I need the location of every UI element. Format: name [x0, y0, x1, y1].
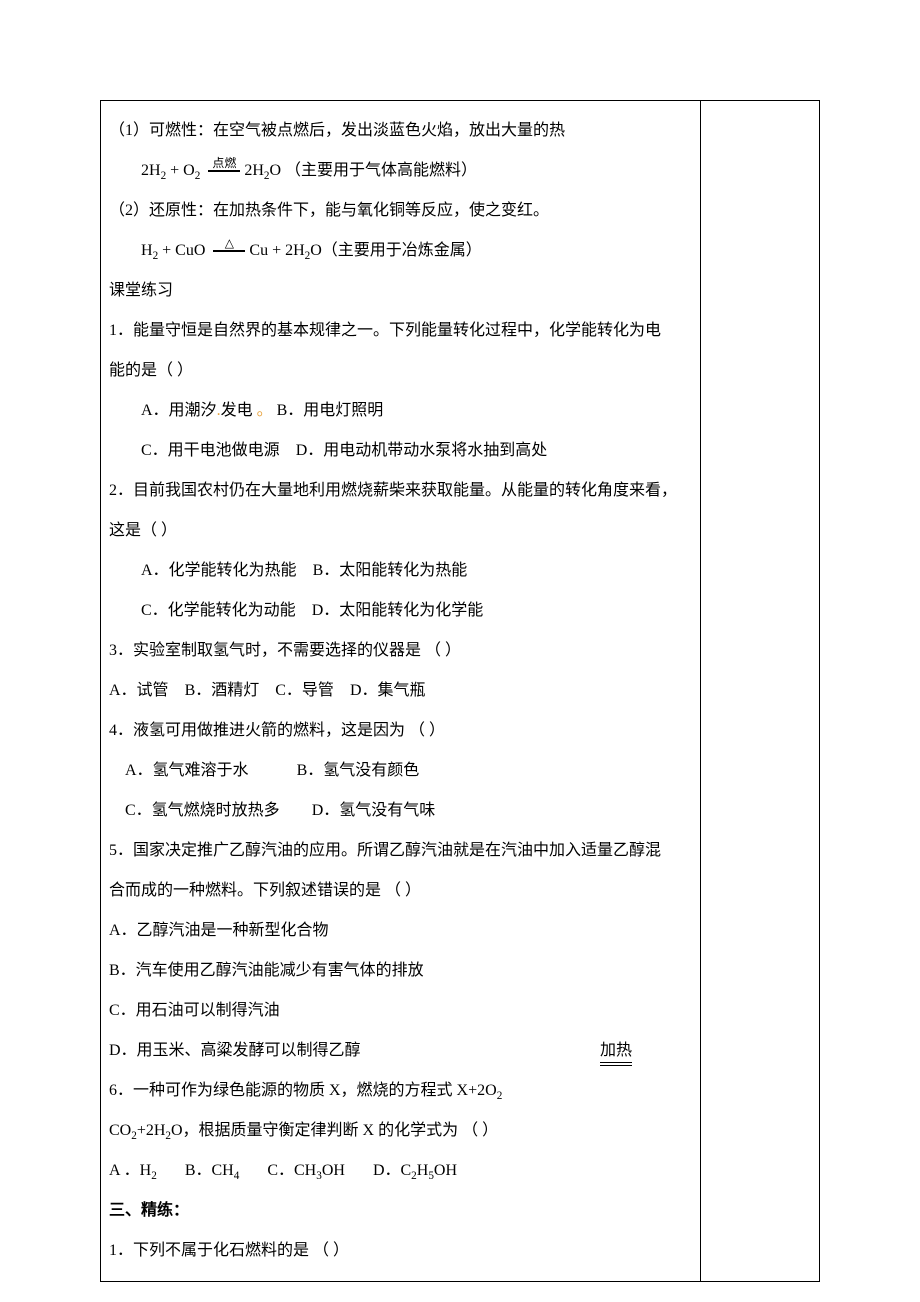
side-cell [700, 101, 819, 1282]
q6-line1: 6．一种可作为绿色能源的物质 X，燃烧的方程式 X+2O2 [109, 1071, 692, 1111]
q6-l2a: CO [109, 1122, 131, 1139]
heat-label-underline: 加热 [600, 1041, 632, 1066]
q1-line1: 1．能量守恒是自然界的基本规律之一。下列能量转化过程中，化学能转化为电 [109, 311, 692, 351]
document-table: （1）可燃性：在空气被点燃后，发出淡蓝色火焰，放出大量的热 2H2 + O2 点… [100, 100, 820, 1282]
q3-row: A．试管 B．酒精灯 C．导管 D．集气瓶 [109, 671, 692, 711]
heat-label-box: 加热 [600, 1031, 632, 1071]
eq2-arrow-line [213, 251, 245, 265]
q5-optC: C．用石油可以制得汽油 [109, 991, 692, 1031]
q1-row1: A．用潮汐.发电 。 B．用电灯照明 [109, 391, 692, 431]
eq1-plus: + O [166, 162, 195, 179]
eq1-right2: O （主要用于气体高能燃料） [269, 162, 477, 179]
q2-line1: 2．目前我国农村仍在大量地利用燃烧薪柴来获取能量。从能量的转化角度来看， [109, 471, 692, 511]
q1-optD: D．用电动机带动水泵将水抽到高处 [296, 442, 548, 459]
q5-line2: 合而成的一种燃料。下列叙述错误的是 （ ） [109, 871, 692, 911]
q4-optD: D．氢气没有气味 [312, 802, 436, 819]
section-3-heading: 三、精练： [109, 1191, 692, 1231]
q2-optD: D．太阳能转化为化学能 [312, 602, 484, 619]
q6-optB: B．CH4 [185, 1162, 240, 1179]
equation-2: H2 + CuO △ Cu + 2H2O（主要用于冶炼金属） [109, 231, 692, 271]
q5-line1: 5．国家决定推广乙醇汽油的应用。所谓乙醇汽油就是在汽油中加入适量乙醇混 [109, 831, 692, 871]
property-2-line: （2）还原性：在加热条件下，能与氧化铜等反应，使之变红。 [109, 191, 692, 231]
q6-row: A ．H2 B．CH4 C．CH3OH D．C2H5OH [109, 1151, 692, 1191]
q6-optB-sub: 4 [234, 1170, 240, 1182]
q3-optA: A．试管 [109, 682, 169, 699]
property-1-line: （1）可燃性：在空气被点燃后，发出淡蓝色火焰，放出大量的热 [109, 111, 692, 151]
eq1-arrow-line [208, 171, 240, 185]
q3-optB: B．酒精灯 [185, 682, 260, 699]
eq2-plus: + CuO [158, 242, 209, 259]
q6-optC-pre: C．CH [267, 1162, 316, 1179]
q2-line2: 这是（ ） [109, 511, 692, 551]
q6-optA: A ．H2 [109, 1162, 157, 1179]
q1-dot2-icon: 。 [257, 402, 273, 419]
q2-row1: A．化学能转化为热能 B．太阳能转化为热能 [109, 551, 692, 591]
q1-optC: C．用干电池做电源 [141, 442, 280, 459]
eq2-arrow: △ [213, 237, 245, 265]
q4-optA: A．氢气难溶于水 [125, 762, 249, 779]
q1-optB: B．用电灯照明 [273, 402, 384, 419]
eq1-sub2: 2 [195, 170, 201, 182]
eq2-right2: O（主要用于冶炼金属） [310, 242, 482, 259]
q6-l2e: O，根据质量守衡定律判断 X 的化学式为 （ ） [171, 1122, 498, 1139]
equation-1: 2H2 + O2 点燃 2H2O （主要用于气体高能燃料） [109, 151, 692, 191]
q6-optD-end: OH [434, 1162, 457, 1179]
q5-optB: B．汽车使用乙醇汽油能减少有害气体的排放 [109, 951, 692, 991]
p3-q1: 1．下列不属于化石燃料的是 （ ） [109, 1231, 692, 1271]
q4-optB: B．氢气没有颜色 [297, 762, 420, 779]
q2-optB: B．太阳能转化为热能 [313, 562, 468, 579]
eq1-left: 2H [141, 162, 161, 179]
eq1-cond: 点燃 [208, 157, 240, 171]
q6-optD: D．C2H5OH [373, 1162, 457, 1179]
q1-optA-post: 发电 [221, 402, 257, 419]
q5-row-d: D．用玉米、高粱发酵可以制得乙醇 加热 [109, 1031, 692, 1071]
eq2-right1: Cu + 2H [249, 242, 304, 259]
q2-row2: C．化学能转化为动能 D．太阳能转化为化学能 [109, 591, 692, 631]
q3-optC: C．导管 [275, 682, 334, 699]
q6-optD-mid: H [417, 1162, 429, 1179]
q4-row2: C．氢气燃烧时放热多 D．氢气没有气味 [109, 791, 692, 831]
page-container: （1）可燃性：在空气被点燃后，发出淡蓝色火焰，放出大量的热 2H2 + O2 点… [0, 100, 920, 1282]
content-cell: （1）可燃性：在空气被点燃后，发出淡蓝色火焰，放出大量的热 2H2 + O2 点… [101, 101, 701, 1282]
q3-optD: D．集气瓶 [350, 682, 426, 699]
q6-l1a: 6．一种可作为绿色能源的物质 X，燃烧的方程式 X+2O [109, 1082, 497, 1099]
q5-optD: D．用玉米、高粱发酵可以制得乙醇 [109, 1042, 361, 1059]
q6-l2c: +2H [137, 1122, 166, 1139]
q6-optA-sub: 2 [151, 1170, 157, 1182]
q3-line: 3．实验室制取氢气时，不需要选择的仪器是 （ ） [109, 631, 692, 671]
q6-optC: C．CH3OH [267, 1162, 345, 1179]
q6-optC-mid: OH [322, 1162, 345, 1179]
q1-optA-pre: A．用潮汐 [141, 402, 217, 419]
q6-l1b: 2 [497, 1090, 503, 1102]
eq1-arrow: 点燃 [208, 157, 240, 185]
q2-optA: A．化学能转化为热能 [141, 562, 297, 579]
eq1-right1: 2H [244, 162, 264, 179]
practice-heading: 课堂练习 [109, 271, 692, 311]
q5-optA: A．乙醇汽油是一种新型化合物 [109, 911, 692, 951]
q4-optC: C．氢气燃烧时放热多 [125, 802, 280, 819]
q1-line2: 能的是（ ） [109, 351, 692, 391]
q1-row2: C．用干电池做电源 D．用电动机带动水泵将水抽到高处 [109, 431, 692, 471]
eq2-cond: △ [213, 237, 245, 251]
q6-optD-pre: D．C [373, 1162, 411, 1179]
q4-line: 4．液氢可用做推进火箭的燃料，这是因为 （ ） [109, 711, 692, 751]
eq2-left: H [141, 242, 153, 259]
q6-optA-pre: A ．H [109, 1162, 151, 1179]
heat-label-text: 加热 [600, 1041, 632, 1063]
q6-optB-pre: B．CH [185, 1162, 234, 1179]
q6-line2: CO2+2H2O，根据质量守衡定律判断 X 的化学式为 （ ） [109, 1111, 692, 1151]
q4-row1: A．氢气难溶于水 B．氢气没有颜色 [109, 751, 692, 791]
q2-optC: C．化学能转化为动能 [141, 602, 296, 619]
